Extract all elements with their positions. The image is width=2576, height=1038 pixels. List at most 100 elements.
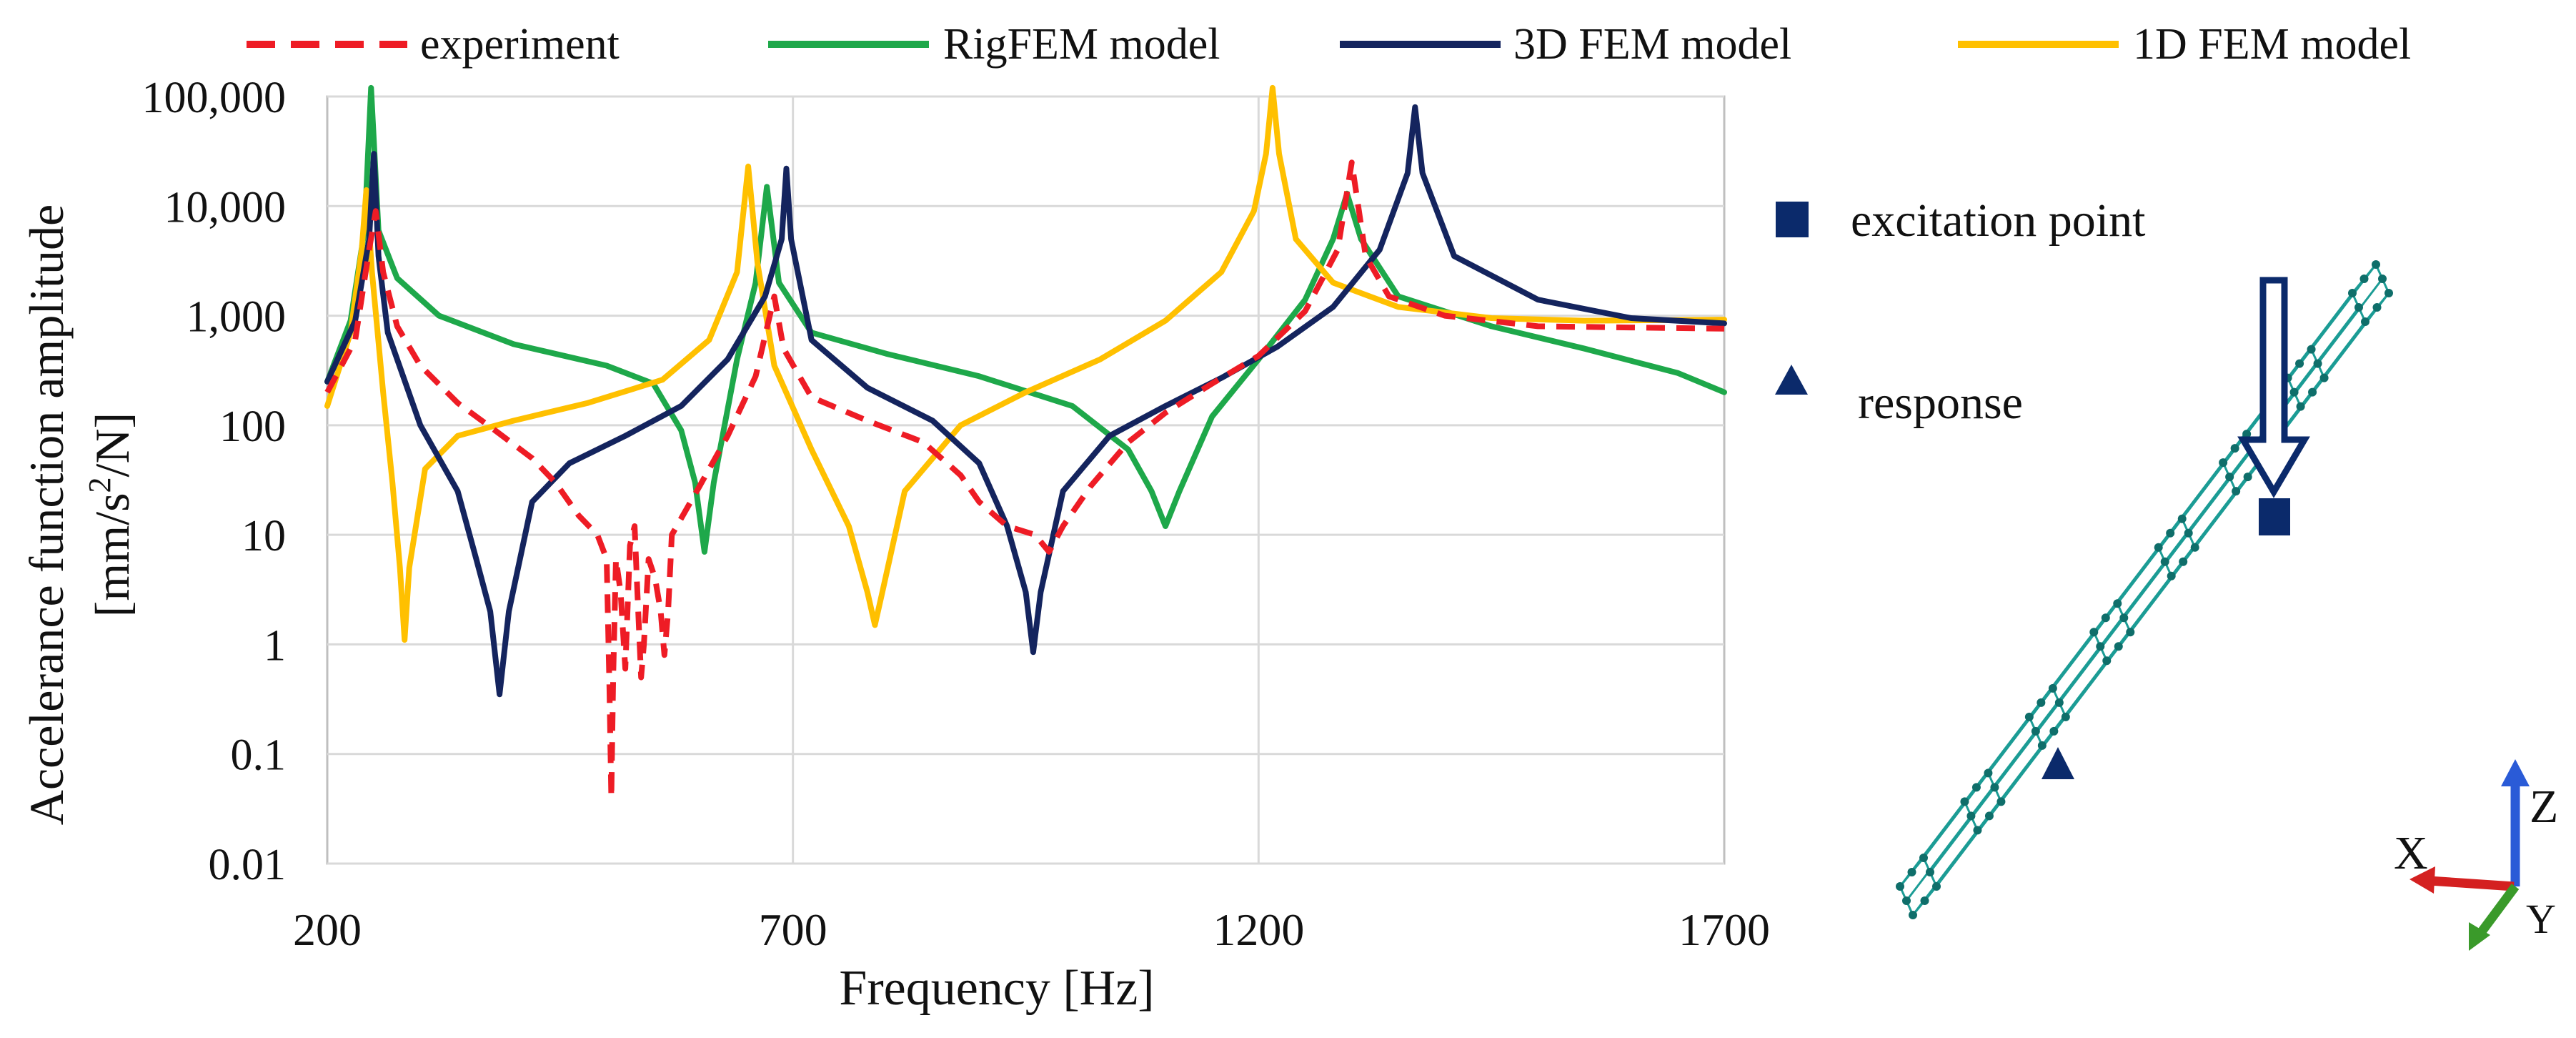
y-tick-label: 1,000 xyxy=(187,293,287,342)
beam-node xyxy=(2061,712,2070,721)
beam-node xyxy=(2384,289,2393,297)
beam-node xyxy=(2295,359,2304,368)
beam-node xyxy=(1907,868,1916,876)
plot-area: 0.01 0.1 1 10 100 1,000 10,000 100,000 200 700 12… xyxy=(142,74,1771,955)
y-tick-label: 100 xyxy=(219,402,286,451)
beam-node xyxy=(2361,317,2369,326)
x-tick-label: 700 xyxy=(759,904,827,955)
triad-x-axis xyxy=(2429,876,2515,891)
beam-node xyxy=(1909,911,1917,919)
beam-node xyxy=(2037,698,2046,707)
beam-edge xyxy=(1929,278,2384,873)
beam-node xyxy=(1896,882,1904,891)
y-axis-unit-end: /N] xyxy=(85,412,139,478)
response-triangle-icon xyxy=(1775,365,1808,395)
legend-label-3dfem: 3D FEM model xyxy=(1513,20,1791,69)
beam-node xyxy=(2114,642,2123,651)
beam-node xyxy=(2359,275,2369,283)
beam-node xyxy=(2167,571,2176,580)
beam-node xyxy=(1973,826,1982,835)
beam-node xyxy=(1984,768,1993,778)
excitation-label: excitation point xyxy=(1851,194,2145,247)
y-axis-title-line1: Accelerance function amplitude xyxy=(19,204,74,825)
legend-label-rigfem: RigFEM model xyxy=(943,20,1220,69)
beam-node xyxy=(2378,275,2387,283)
y-tick-label: 100,000 xyxy=(142,74,287,122)
legend-item-experiment: experiment xyxy=(247,20,620,69)
x-axis-title: Frequency [Hz] xyxy=(839,961,1154,1016)
beam-node xyxy=(2126,628,2135,637)
beam-node xyxy=(2054,698,2064,707)
beam-node xyxy=(2372,260,2380,269)
y-tick-label: 10,000 xyxy=(164,183,287,232)
excitation-arrow-shape xyxy=(2237,277,2310,498)
beam-node xyxy=(2102,656,2112,666)
response-label: response xyxy=(1858,377,2023,429)
x-tick-label: 1200 xyxy=(1213,904,1304,955)
legend-label-1dfem: 1D FEM model xyxy=(2133,20,2411,69)
beam-node xyxy=(2154,543,2163,552)
y-tick-label: 1 xyxy=(264,621,286,670)
beam-node xyxy=(1990,783,1999,792)
response-point-marker xyxy=(2042,747,2074,779)
series-line-3d-fem-model xyxy=(324,104,1727,698)
beam-node xyxy=(2166,528,2175,538)
beam-node xyxy=(2179,557,2188,566)
triad-z-arrowhead xyxy=(2501,759,2530,786)
beam-node xyxy=(1984,811,1994,821)
grid-lines xyxy=(327,95,1724,865)
series-line-experiment xyxy=(324,159,1725,801)
axis-triad-icon: Z X Y xyxy=(2394,759,2558,951)
beam-node xyxy=(2319,373,2329,382)
beam-node xyxy=(2177,514,2187,523)
beam-node xyxy=(1971,783,1981,792)
beam-node xyxy=(2348,289,2357,297)
beam-node xyxy=(2049,726,2059,736)
triad-z-label: Z xyxy=(2530,781,2558,833)
x-tick-label: 200 xyxy=(293,904,362,955)
beam-node xyxy=(2313,359,2322,368)
x-tick-labels: 200 700 1200 1700 xyxy=(293,904,1770,955)
beam-node xyxy=(2119,613,2129,623)
beam-node xyxy=(1919,854,1928,862)
beam-node xyxy=(1932,882,1941,891)
excitation-arrow-icon xyxy=(2237,277,2310,498)
y-axis-unit-start: [mm/s xyxy=(85,493,139,617)
marker-legend: excitation point response xyxy=(1775,194,2145,429)
y-axis-unit-sup: 2 xyxy=(82,477,117,493)
beam-node xyxy=(2160,557,2169,566)
beam-node xyxy=(2230,444,2239,453)
beam-node xyxy=(2307,345,2316,354)
legend-item-1dfem: 1D FEM model xyxy=(1958,20,2411,69)
beam-node xyxy=(2184,528,2193,538)
series-line-1d-fem-model xyxy=(324,84,1727,643)
y-tick-labels: 0.01 0.1 1 10 100 1,000 10,000 100,000 xyxy=(142,74,287,889)
excitation-point-marker xyxy=(2259,498,2290,535)
beam-node xyxy=(2308,387,2317,397)
beam-node xyxy=(2031,726,2040,736)
legend-item-rigfem: RigFEM model xyxy=(768,20,1220,69)
beam-node xyxy=(2190,543,2199,552)
beam-node xyxy=(1926,868,1934,876)
y-tick-label: 0.01 xyxy=(209,841,287,889)
triad-x-label: X xyxy=(2394,827,2428,879)
excitation-square-icon xyxy=(1776,202,1809,237)
beam-node xyxy=(2096,642,2105,651)
beam-node xyxy=(1996,797,2006,806)
plot-frame xyxy=(326,95,1726,865)
beam-node xyxy=(2296,402,2305,411)
beam-node xyxy=(2243,473,2252,482)
beam-node xyxy=(2354,303,2363,312)
x-tick-label: 1700 xyxy=(1679,904,1770,955)
chart-legend: experiment RigFEM model 3D FEM model 1D … xyxy=(247,20,2411,69)
beam-node xyxy=(2232,487,2241,496)
triad-y-label: Y xyxy=(2526,896,2556,942)
y-tick-label: 0.1 xyxy=(231,731,287,780)
beam-node xyxy=(2113,599,2122,608)
beam-node xyxy=(2289,387,2299,397)
beam-node xyxy=(1920,896,1929,905)
beam-mesh-model xyxy=(1896,260,2393,919)
triad-y-arrowhead xyxy=(2469,922,2490,951)
y-tick-label: 10 xyxy=(242,512,286,560)
beam-node xyxy=(2024,712,2034,721)
